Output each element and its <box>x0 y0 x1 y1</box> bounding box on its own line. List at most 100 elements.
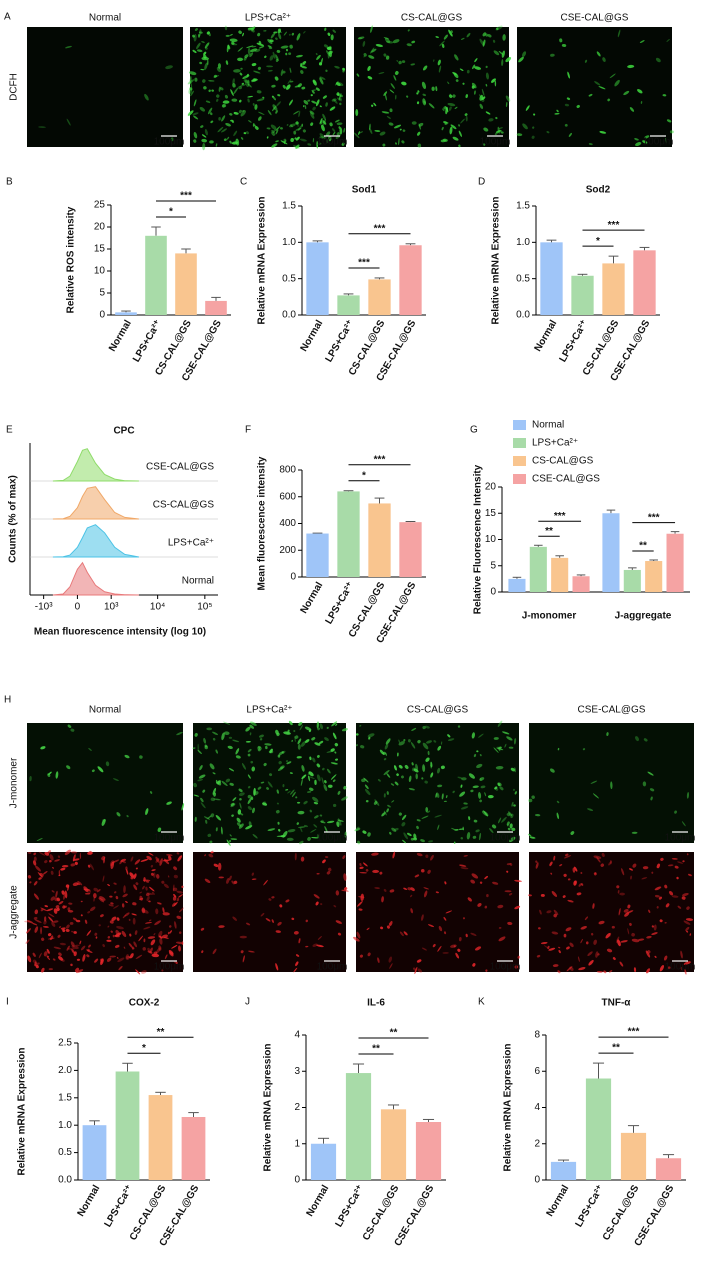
cell <box>497 720 503 727</box>
cell <box>567 71 570 79</box>
cell <box>69 922 74 925</box>
cell <box>337 932 342 936</box>
cell <box>59 926 62 928</box>
cell <box>437 784 443 788</box>
cell <box>362 40 366 47</box>
cell <box>598 86 606 90</box>
cell <box>398 60 402 65</box>
error-bar <box>405 243 416 246</box>
cell <box>671 895 679 898</box>
cell <box>454 829 459 831</box>
image-background <box>517 27 672 147</box>
cell <box>452 94 456 98</box>
cell <box>397 752 399 757</box>
cell <box>73 931 77 934</box>
cell <box>432 943 436 948</box>
legend-swatch <box>513 420 526 430</box>
cell <box>566 97 571 101</box>
cell <box>70 941 75 947</box>
cell <box>632 863 637 868</box>
cell <box>377 957 380 964</box>
cell <box>608 932 612 937</box>
bar <box>368 503 391 577</box>
cell <box>386 116 391 119</box>
cell <box>311 100 317 104</box>
cell <box>358 908 363 911</box>
bar <box>205 300 227 315</box>
cell <box>199 765 203 771</box>
cell <box>508 893 513 896</box>
cell <box>335 920 342 924</box>
cell <box>363 53 367 57</box>
cell <box>295 954 300 957</box>
cell <box>215 143 218 147</box>
cell <box>142 947 146 951</box>
cell <box>268 750 274 754</box>
cell <box>26 928 31 934</box>
error-bar <box>628 567 637 570</box>
cell <box>505 101 508 108</box>
cell <box>65 928 70 932</box>
cell <box>339 102 342 106</box>
cell <box>396 773 399 777</box>
cell <box>145 886 148 891</box>
cell <box>148 919 152 922</box>
cell <box>148 900 151 903</box>
cell <box>502 731 510 735</box>
cell <box>627 64 635 69</box>
cell <box>200 797 204 803</box>
significance-label: *** <box>180 191 192 202</box>
cell <box>93 897 95 902</box>
cell <box>484 875 488 880</box>
cell <box>98 897 105 903</box>
error-bar <box>374 277 385 280</box>
cell <box>205 46 208 50</box>
cell <box>546 131 550 134</box>
cell <box>216 780 221 785</box>
panel-letter: K <box>478 997 485 1008</box>
cell <box>386 773 391 778</box>
cell <box>145 893 150 897</box>
cell <box>331 98 337 102</box>
cell <box>223 731 230 735</box>
cell <box>285 760 289 763</box>
cell <box>314 742 321 746</box>
bar <box>337 491 360 577</box>
cell <box>445 910 453 914</box>
cell <box>458 936 462 942</box>
cell <box>304 105 307 110</box>
cell <box>479 777 485 781</box>
cell <box>420 839 425 843</box>
cell <box>200 68 205 71</box>
cell <box>474 946 482 951</box>
cell <box>141 908 149 914</box>
cell <box>278 828 281 832</box>
bar <box>399 522 422 577</box>
cell <box>282 783 285 788</box>
cell <box>293 967 298 973</box>
cell <box>631 938 640 943</box>
cell <box>617 29 621 38</box>
y-tick-label: 0 <box>99 310 105 321</box>
cell <box>505 56 512 63</box>
cell <box>432 59 435 62</box>
cell <box>411 762 414 766</box>
cell <box>324 856 329 858</box>
cell <box>356 931 361 939</box>
cell <box>300 856 305 862</box>
cell <box>535 862 539 869</box>
cell <box>363 777 369 783</box>
cell <box>283 31 287 36</box>
cell <box>606 948 613 953</box>
cell <box>56 897 61 902</box>
cell <box>107 884 110 887</box>
cell <box>433 740 437 743</box>
cell <box>240 67 243 70</box>
legend-label: Normal <box>532 420 564 431</box>
error-bar <box>639 246 650 251</box>
cell <box>458 144 461 148</box>
cell <box>480 785 486 789</box>
cell <box>291 32 295 36</box>
scale-bar-label: 100μm <box>643 137 674 148</box>
ridge-area <box>52 486 139 520</box>
